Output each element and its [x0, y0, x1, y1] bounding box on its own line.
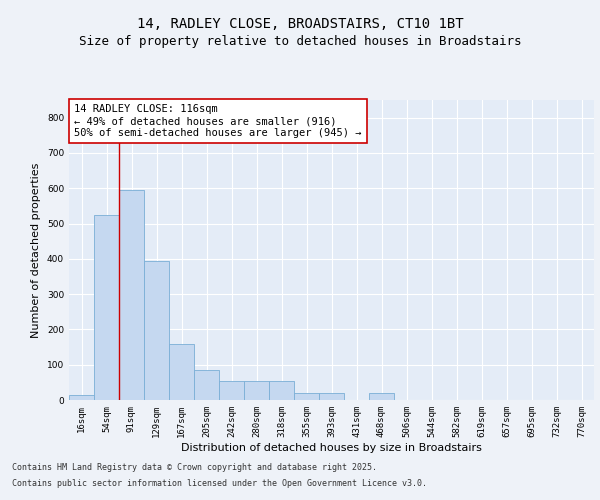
- Text: Size of property relative to detached houses in Broadstairs: Size of property relative to detached ho…: [79, 35, 521, 48]
- Bar: [269, 380, 294, 400]
- Text: Contains HM Land Registry data © Crown copyright and database right 2025.: Contains HM Land Registry data © Crown c…: [12, 464, 377, 472]
- Bar: [169, 344, 194, 400]
- Bar: [69, 394, 94, 400]
- Bar: [194, 370, 219, 400]
- X-axis label: Distribution of detached houses by size in Broadstairs: Distribution of detached houses by size …: [181, 442, 482, 452]
- Bar: [294, 393, 319, 400]
- Bar: [94, 214, 119, 400]
- Bar: [219, 380, 244, 400]
- Y-axis label: Number of detached properties: Number of detached properties: [31, 162, 41, 338]
- Bar: [119, 190, 144, 400]
- Bar: [319, 393, 344, 400]
- Bar: [369, 393, 394, 400]
- Bar: [144, 260, 169, 400]
- Bar: [244, 380, 269, 400]
- Text: 14, RADLEY CLOSE, BROADSTAIRS, CT10 1BT: 14, RADLEY CLOSE, BROADSTAIRS, CT10 1BT: [137, 18, 463, 32]
- Text: 14 RADLEY CLOSE: 116sqm
← 49% of detached houses are smaller (916)
50% of semi-d: 14 RADLEY CLOSE: 116sqm ← 49% of detache…: [74, 104, 362, 138]
- Text: Contains public sector information licensed under the Open Government Licence v3: Contains public sector information licen…: [12, 478, 427, 488]
